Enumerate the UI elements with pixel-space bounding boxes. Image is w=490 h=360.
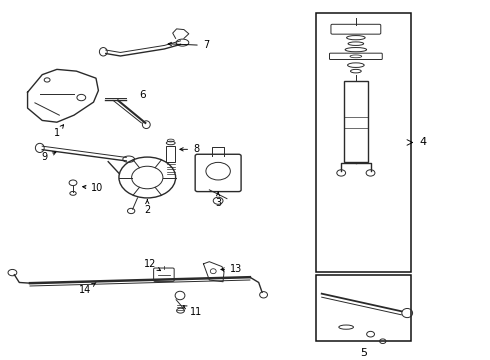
Bar bbox=[344, 81, 368, 162]
Text: 8: 8 bbox=[180, 144, 199, 154]
Text: 9: 9 bbox=[42, 152, 56, 162]
Bar bbox=[166, 146, 175, 162]
Text: 10: 10 bbox=[83, 183, 103, 193]
Bar bbox=[316, 275, 411, 341]
Text: 2: 2 bbox=[144, 199, 150, 215]
Text: 4: 4 bbox=[420, 138, 427, 148]
Text: 7: 7 bbox=[168, 40, 209, 50]
Text: 14: 14 bbox=[78, 283, 96, 295]
Text: 11: 11 bbox=[183, 306, 202, 318]
Bar bbox=[316, 13, 411, 272]
Text: 3: 3 bbox=[215, 192, 221, 208]
Text: 12: 12 bbox=[144, 259, 161, 271]
Text: 13: 13 bbox=[221, 265, 243, 274]
Text: 6: 6 bbox=[139, 90, 146, 100]
Text: 5: 5 bbox=[360, 348, 367, 358]
Text: 1: 1 bbox=[54, 125, 64, 138]
